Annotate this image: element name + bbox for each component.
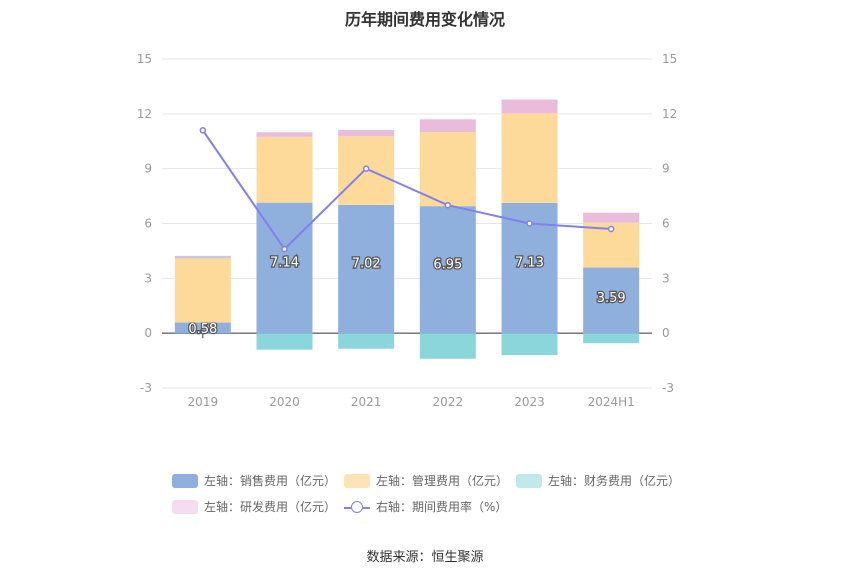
- expense-ratio-point: [526, 220, 533, 227]
- bar-segment: [583, 212, 640, 223]
- legend-label-admin: 左轴：管理费用（亿元）: [376, 474, 509, 488]
- expense-ratio-point: [444, 201, 452, 209]
- bar-segment: [501, 113, 558, 203]
- bar-data-label: 7.14: [270, 255, 299, 270]
- bar-segment: [174, 322, 231, 334]
- bar-segment: [256, 333, 313, 350]
- x-tick-label: 2022: [433, 395, 464, 409]
- legend-label-finance: 左轴：财务费用（亿元）: [548, 474, 681, 488]
- y-right-tick-label: -3: [662, 381, 674, 395]
- bar-data-label: 6.95: [433, 257, 462, 272]
- expense-ratio-point: [607, 225, 615, 233]
- bar-data-label: 7.13: [515, 255, 544, 270]
- bar-data-label: 0.58: [188, 322, 217, 337]
- legend-item-expense-ratio[interactable]: 右轴：期间费用率（%）: [344, 498, 507, 515]
- legend-item-rnd[interactable]: 左轴：研发费用（亿元）: [172, 498, 336, 515]
- expense-ratio-point: [362, 165, 370, 172]
- y-right-tick-label: 3: [662, 271, 670, 285]
- bar-segment: [583, 333, 640, 344]
- bar-segment: [501, 99, 558, 114]
- expense-ratio-point: [281, 245, 288, 253]
- x-tick-label: 2020: [269, 395, 300, 409]
- bar-segment: [419, 206, 476, 334]
- bar-segment: [256, 202, 313, 334]
- bar-segment: [338, 204, 395, 334]
- bar-segment: [583, 267, 640, 334]
- legend-label-rnd: 左轴：研发费用（亿元）: [204, 500, 337, 514]
- expense-ratio-line: [202, 129, 612, 251]
- bar-segment: [419, 333, 476, 359]
- bar-segment: [256, 132, 313, 137]
- x-tick-label: 2019: [188, 395, 219, 409]
- legend-swatch-admin: [344, 473, 370, 488]
- legend-swatch-expense-ratio: [344, 500, 370, 514]
- legend-label-expense-ratio: 右轴：期间费用率（%）: [376, 500, 508, 514]
- y-left-tick-label: 0: [144, 326, 152, 340]
- y-right-tick-label: 9: [662, 162, 670, 176]
- expense-ratio-point: [199, 127, 207, 134]
- bar-segment: [501, 333, 558, 356]
- bar-segment: [174, 258, 231, 323]
- y-left-tick-label: -3: [140, 381, 152, 395]
- y-left-tick-label: 6: [144, 217, 152, 231]
- bar-segment: [419, 132, 476, 207]
- y-right-tick-label: 0: [662, 326, 670, 340]
- x-tick-label: 2021: [351, 395, 382, 409]
- bar-segment: [338, 333, 395, 349]
- legend-swatch-rnd: [172, 499, 198, 514]
- y-left-tick-label: 3: [144, 271, 152, 285]
- y-left-tick-label: 12: [137, 107, 152, 121]
- legend-item-admin[interactable]: 左轴：管理费用（亿元）: [344, 472, 508, 489]
- bar-data-label: 3.59: [597, 291, 626, 306]
- legend-swatch-finance: [516, 473, 542, 488]
- legend-swatch-sales: [172, 473, 198, 488]
- bar-segment: [419, 119, 476, 133]
- legend-item-sales[interactable]: 左轴：销售费用（亿元）: [172, 472, 336, 489]
- y-right-tick-label: 12: [662, 107, 677, 121]
- chart-title: 历年期间费用变化情况: [344, 10, 505, 29]
- bar-data-label: 7.02: [352, 257, 381, 272]
- y-right-tick-label: 15: [662, 52, 677, 66]
- legend-item-finance[interactable]: 左轴：财务费用（亿元）: [516, 472, 680, 489]
- bar-segment: [338, 129, 395, 137]
- bar-segment: [256, 136, 313, 203]
- y-left-tick-label: 9: [144, 162, 152, 176]
- legend-label-sales: 左轴：销售费用（亿元）: [204, 474, 337, 488]
- y-left-tick-label: 15: [137, 52, 152, 66]
- y-right-tick-label: 6: [662, 217, 670, 231]
- bar-segment: [174, 255, 231, 258]
- data-source: 数据来源：恒生聚源: [366, 550, 484, 565]
- bar-segment: [174, 257, 231, 259]
- x-tick-label: 2024H1: [588, 395, 635, 409]
- x-tick-label: 2023: [514, 395, 545, 409]
